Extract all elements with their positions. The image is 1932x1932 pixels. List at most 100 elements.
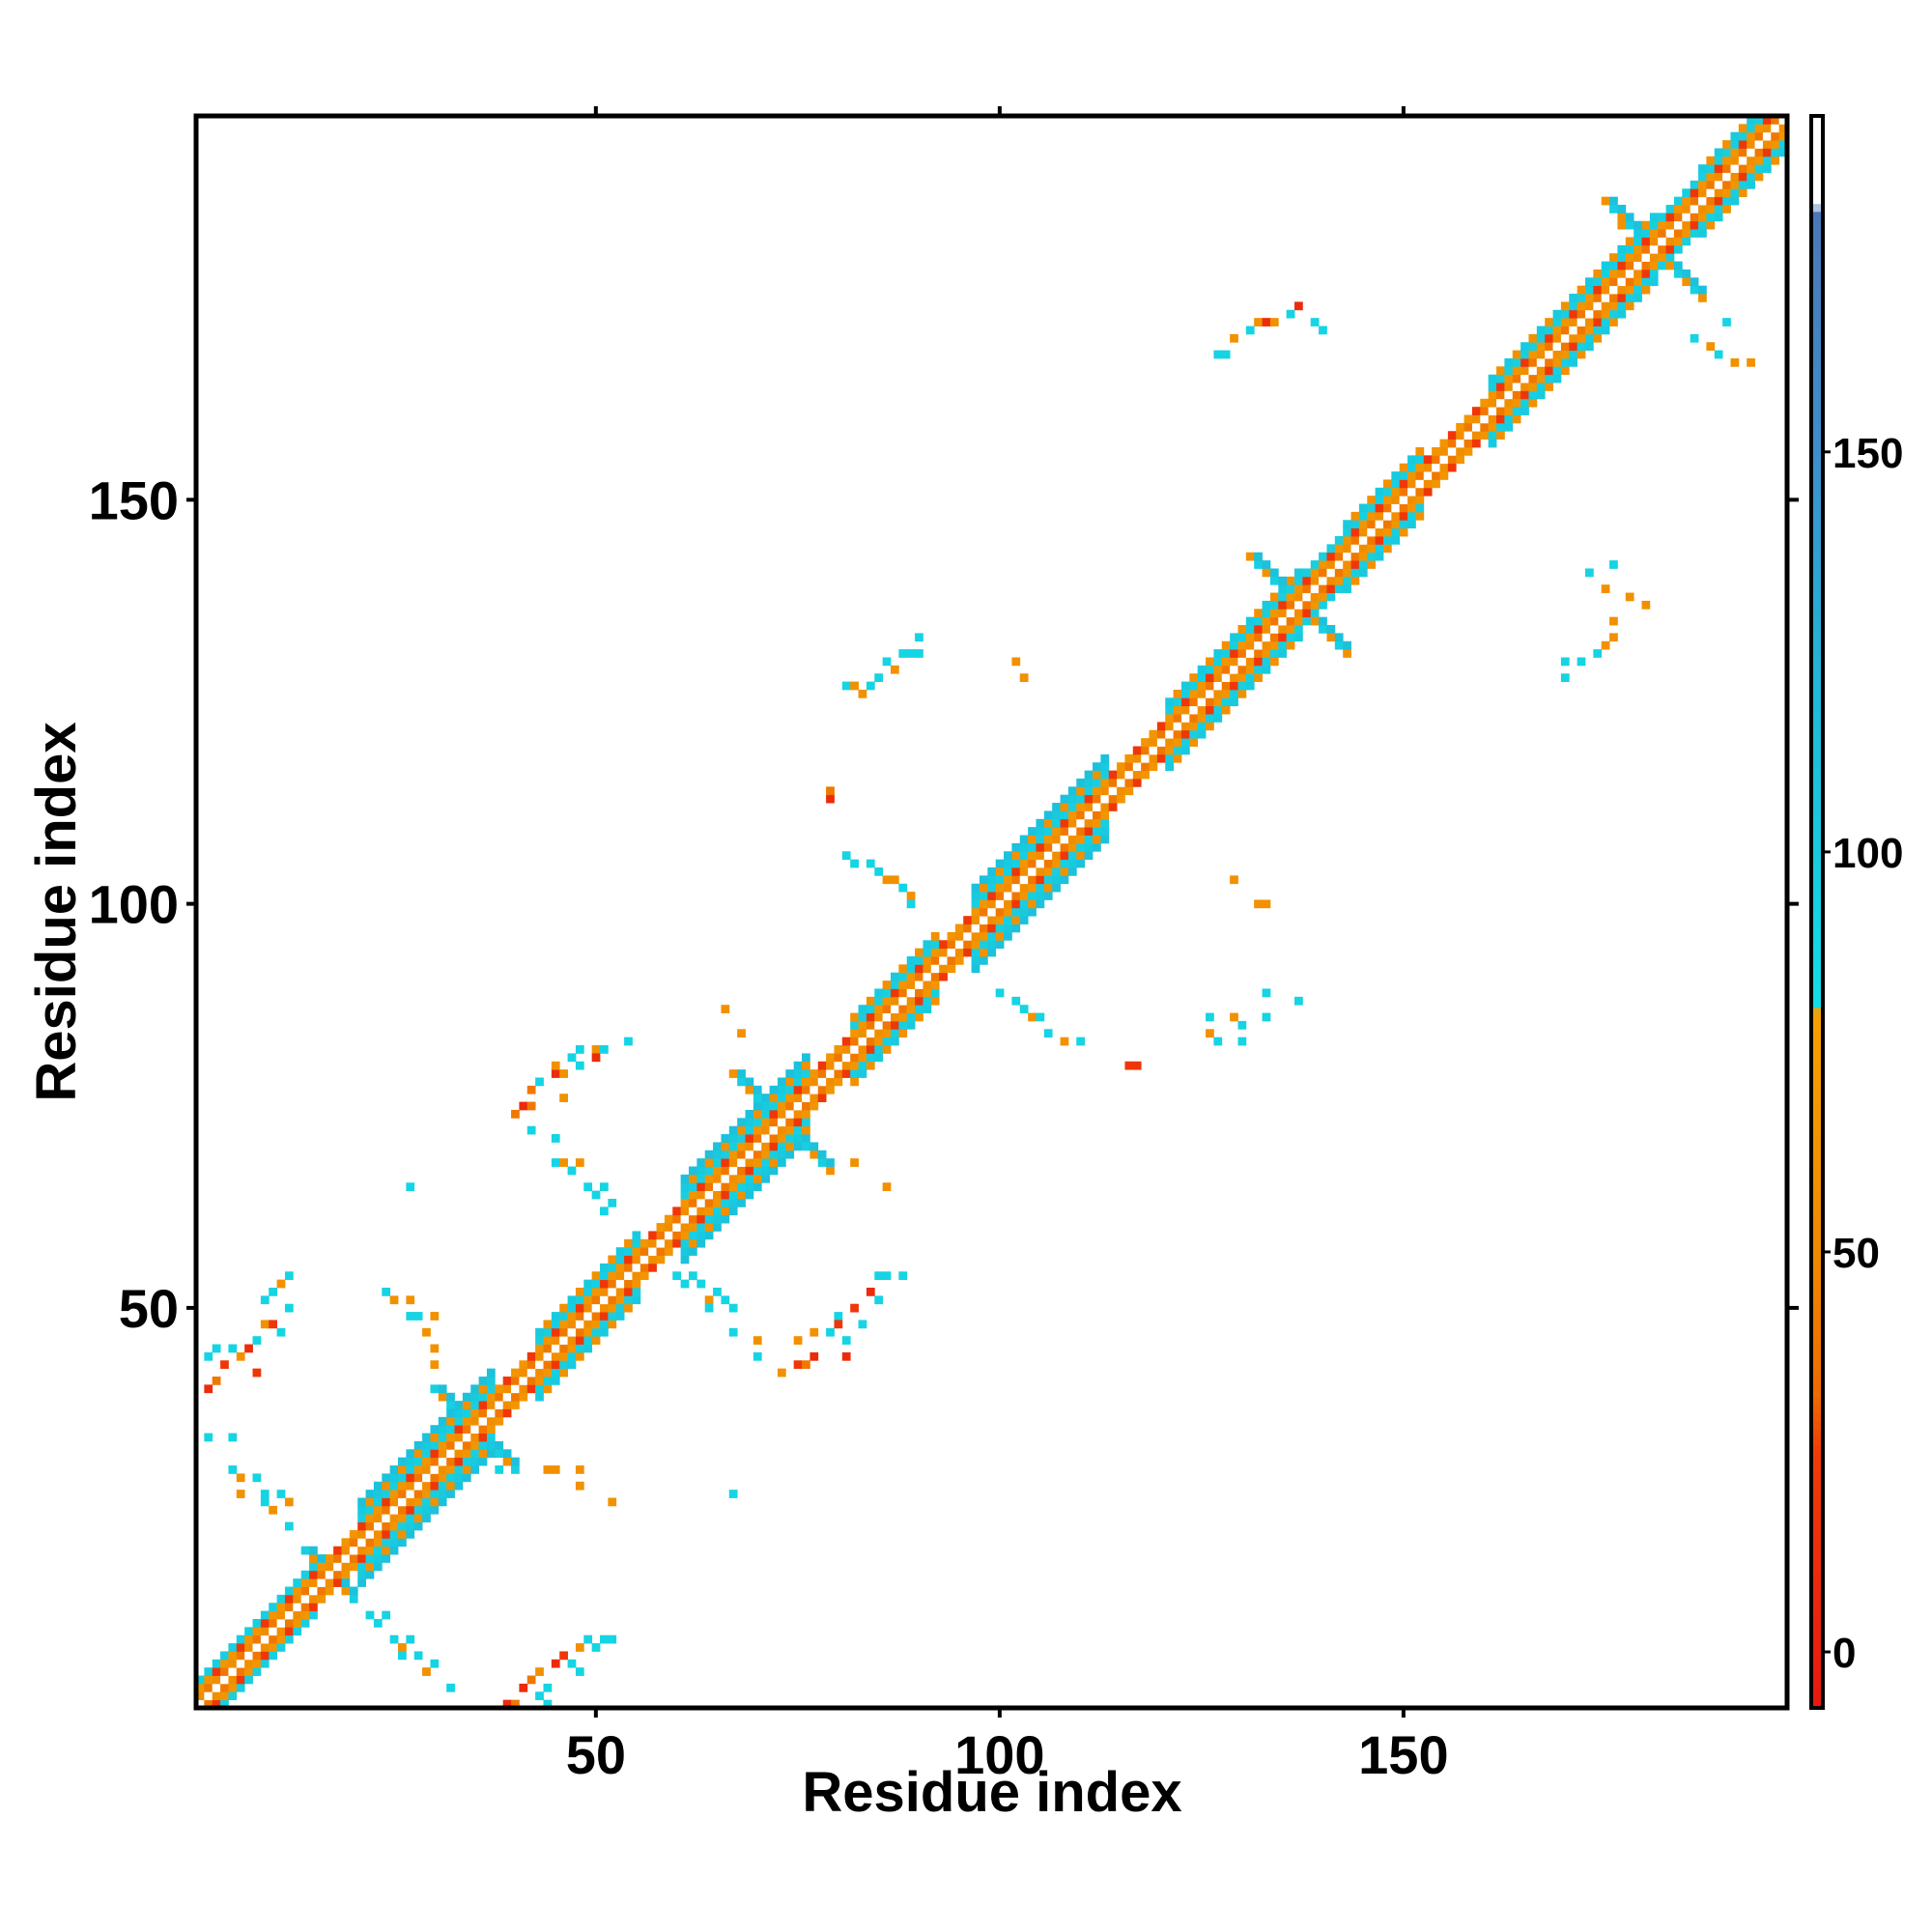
heatmap-cell (826, 1061, 835, 1070)
heatmap-cell (373, 1562, 383, 1572)
heatmap-cell (793, 1360, 803, 1370)
heatmap-cell (398, 1481, 407, 1491)
heatmap-cell (1141, 746, 1150, 755)
heatmap-cell (987, 875, 997, 885)
heatmap-cell (688, 1174, 697, 1183)
heatmap-cell (1286, 592, 1295, 602)
heatmap-cell (406, 1449, 415, 1459)
heatmap-cell (1665, 205, 1675, 213)
heatmap-cell (785, 1094, 795, 1102)
heatmap-cell (1269, 609, 1279, 618)
heatmap-cell (728, 1125, 738, 1135)
heatmap-cell (1456, 439, 1464, 448)
heatmap-cell (228, 1659, 238, 1668)
heatmap-cell (1060, 803, 1069, 811)
heatmap-cell (1052, 827, 1061, 836)
heatmap-cell (543, 1351, 553, 1361)
heatmap-cell (1213, 673, 1223, 682)
heatmap-cell (1036, 842, 1045, 852)
heatmap-cell (1520, 342, 1529, 351)
heatmap-cell (1730, 164, 1740, 173)
heatmap-cell (1584, 568, 1594, 578)
heatmap-cell (1738, 156, 1747, 165)
heatmap-cell (777, 1134, 786, 1143)
heatmap-cell (1197, 722, 1207, 731)
heatmap-cell (1084, 818, 1094, 828)
heatmap-cell (890, 972, 899, 981)
colorbar-segment (1811, 800, 1823, 810)
heatmap-cell (1197, 681, 1207, 691)
heatmap-cell (753, 1174, 762, 1183)
colorbar-segment (1811, 163, 1823, 173)
heatmap-cell (1407, 520, 1416, 529)
heatmap-cell (446, 1457, 455, 1466)
heatmap-cell (559, 1158, 568, 1167)
heatmap-cell (325, 1562, 334, 1572)
heatmap-cell (1609, 196, 1618, 206)
heatmap-cell (1221, 657, 1231, 667)
heatmap-cell (858, 1061, 867, 1070)
heatmap-cell (1237, 1020, 1247, 1030)
colorbar-segment (1811, 291, 1823, 300)
heatmap-cell (826, 1069, 835, 1078)
heatmap-cell (398, 1497, 407, 1507)
heatmap-cell (1496, 374, 1505, 384)
heatmap-cell (591, 1287, 601, 1296)
heatmap-cell (923, 956, 932, 965)
heatmap-cell (1634, 237, 1642, 246)
heatmap-cell (1634, 229, 1642, 238)
heatmap-cell (1221, 665, 1231, 674)
heatmap-cell (1593, 309, 1603, 319)
heatmap-cell (624, 1279, 633, 1289)
heatmap-cell (761, 1150, 770, 1159)
heatmap-cell (1471, 414, 1481, 424)
heatmap-cell (406, 1497, 415, 1507)
heatmap-cell (1093, 810, 1101, 820)
heatmap-cell (785, 1085, 795, 1094)
heatmap-cell (1504, 414, 1514, 424)
heatmap-cell (761, 1125, 770, 1135)
colorbar-segment (1811, 856, 1823, 866)
heatmap-cell (728, 1198, 738, 1208)
heatmap-cell (486, 1377, 496, 1385)
heatmap-cell (567, 1320, 577, 1329)
heatmap-cell (1480, 422, 1490, 432)
heatmap-cell (446, 1401, 455, 1409)
heatmap-cell (1698, 164, 1707, 173)
colorbar-segment (1811, 482, 1823, 491)
heatmap-cell (1536, 333, 1546, 343)
heatmap-cell (1343, 552, 1351, 561)
heatmap-cell (252, 1627, 262, 1636)
heatmap-cell (753, 1094, 762, 1102)
heatmap-cell (1634, 294, 1642, 302)
heatmap-cell (1593, 318, 1603, 327)
heatmap-cell (1399, 479, 1408, 489)
heatmap-cell (874, 1295, 884, 1305)
colorbar-segment (1811, 1373, 1823, 1382)
heatmap-cell (1560, 657, 1570, 667)
heatmap-cell (1584, 318, 1594, 327)
heatmap-cell (1625, 592, 1634, 602)
heatmap-cell (1245, 657, 1255, 667)
heatmap-cell (1286, 625, 1295, 634)
colorbar-segment (1811, 1237, 1823, 1247)
heatmap-cell (793, 1134, 803, 1143)
colorbar-segment (1811, 473, 1823, 483)
heatmap-cell (672, 1207, 682, 1216)
heatmap-cell (608, 1303, 617, 1313)
heatmap-cell (1011, 859, 1021, 868)
colorbar-segment (1811, 1269, 1823, 1279)
heatmap-cell (591, 1190, 601, 1200)
heatmap-cell (543, 1344, 553, 1353)
heatmap-cell (1189, 729, 1199, 739)
heatmap-cell (1019, 883, 1029, 893)
heatmap-cell (971, 923, 980, 933)
heatmap-cell (1269, 600, 1279, 610)
heatmap-cell (495, 1408, 504, 1418)
heatmap-cell (1682, 220, 1691, 230)
heatmap-cell (462, 1416, 471, 1426)
heatmap-cell (1762, 156, 1772, 165)
heatmap-cell (1230, 649, 1238, 658)
heatmap-cell (551, 1134, 560, 1143)
heatmap-cell (987, 907, 997, 917)
